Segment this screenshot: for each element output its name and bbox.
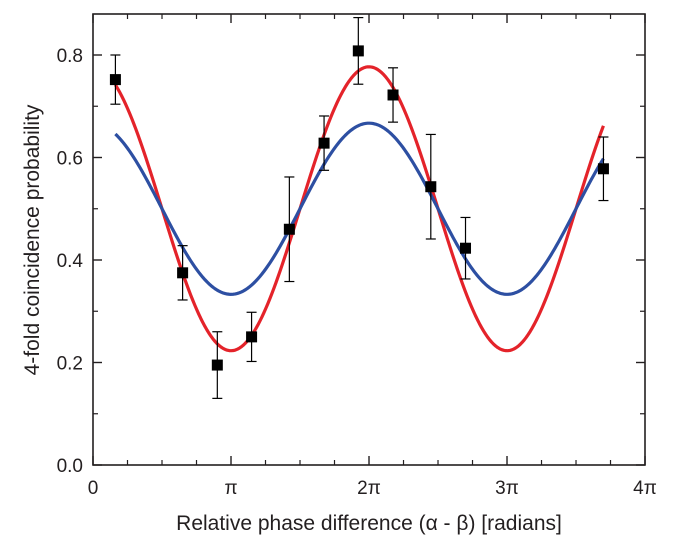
y-tick-label: 0.4 [57, 251, 84, 272]
fit-curve [114, 121, 605, 296]
x-axis-title: Relative phase difference (α - β) [radia… [176, 512, 562, 535]
data-point [283, 223, 295, 235]
data-point [387, 89, 399, 101]
data-point [318, 137, 330, 149]
x-tick-label: 4π [633, 478, 657, 499]
y-tick-label: 0.6 [57, 149, 83, 170]
y-tick-label: 0.0 [57, 456, 83, 477]
data-point [352, 45, 364, 57]
x-tick-label: π [224, 478, 237, 499]
data-point [109, 74, 121, 86]
data-point [177, 267, 189, 279]
plot-frame [92, 13, 646, 466]
x-tick-label: 3π [495, 478, 519, 499]
y-tick-label: 0.2 [57, 354, 83, 375]
plot-area [92, 13, 646, 466]
x-tick-label: 0 [88, 478, 99, 499]
data-point [211, 359, 223, 371]
y-axis-title: 4-fold coincidence probability [21, 104, 44, 375]
data-point [597, 163, 609, 175]
x-axis: 0 π 2π 3π 4π [88, 14, 657, 499]
data-point [460, 242, 472, 254]
fit-curve [114, 65, 605, 353]
y-tick-label: 0.8 [57, 46, 83, 67]
data-point [425, 181, 437, 193]
data-point [246, 331, 258, 343]
x-tick-label: 2π [357, 478, 381, 499]
y-axis: 0.0 0.2 0.4 0.6 0.8 [57, 46, 645, 477]
